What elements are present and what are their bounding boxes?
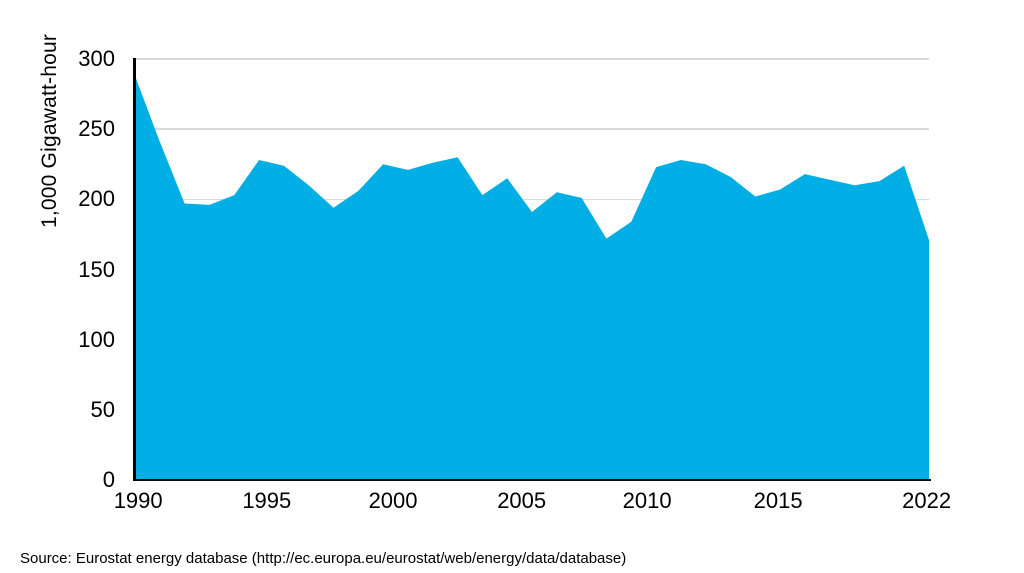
x-tick-label: 1995 (242, 488, 292, 513)
source-note: Source: Eurostat energy database (http:/… (20, 550, 627, 567)
y-tick-label: 300 (78, 46, 115, 71)
y-tick-label: 150 (78, 256, 115, 282)
x-tick-label: 2005 (497, 488, 547, 513)
x-tick-label: 2015 (753, 488, 803, 513)
plot-area (133, 58, 931, 481)
x-axis-line (133, 478, 931, 481)
x-tick-label: 2000 (368, 488, 418, 513)
x-tick-label: 2022 (902, 488, 952, 513)
x-tick-label: 1990 (113, 488, 163, 513)
gridline (135, 58, 929, 60)
y-tick-label: 0 (102, 467, 115, 492)
x-tick-label: 2010 (622, 488, 672, 513)
y-tick-label: 100 (78, 326, 115, 352)
gridline (135, 128, 929, 130)
area-series (135, 75, 929, 480)
area-chart-canvas (135, 75, 929, 480)
y-tick-label: 250 (78, 116, 115, 142)
gridline (135, 198, 929, 201)
y-tick-label: 50 (90, 396, 115, 422)
y-axis-line (133, 58, 136, 481)
y-tick-label: 200 (78, 186, 115, 212)
